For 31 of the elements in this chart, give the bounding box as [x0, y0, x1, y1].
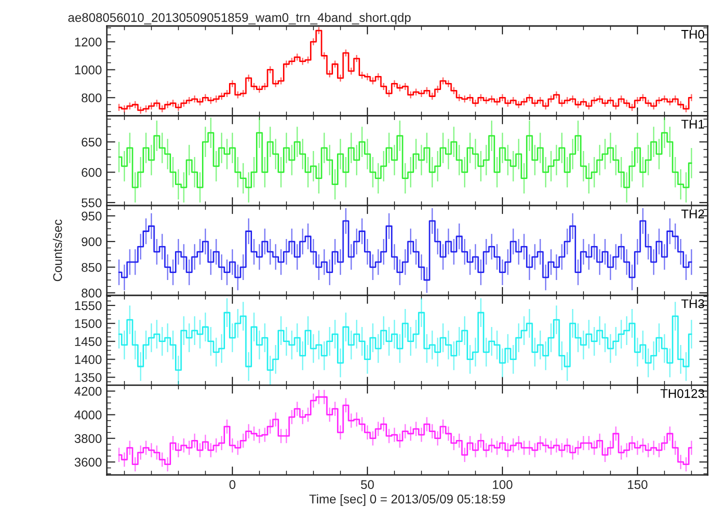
y-tick-label: 4200 [74, 386, 102, 396]
y-tick-label: 3800 [74, 434, 102, 444]
y-tick-label: 1450 [75, 337, 102, 346]
text: TH0 [681, 30, 704, 39]
y-tick-label: 1400 [75, 355, 102, 364]
chart-title: ae808056010_20130509051859_wam0_trn_4band_short.qdp [68, 12, 411, 24]
series-label: TH3 [681, 299, 704, 308]
series-label: TH2 [681, 210, 704, 218]
y-tick-label: 600 [82, 168, 102, 177]
y-tick-label: 3600 [74, 458, 102, 467]
y-tick-label: 1200 [75, 38, 102, 46]
y-tick-label: 650 [82, 138, 102, 147]
x-tick-label: 150 [628, 480, 648, 490]
x-tick-label: 100 [492, 480, 512, 490]
y-tick-label: 950 [82, 212, 102, 221]
x-axis-title: Time [sec] 0 = 2013/05/09 05:18:59 [309, 494, 505, 506]
x-tick-label: 50 [360, 480, 374, 490]
y-tick-label: 1350 [75, 373, 102, 382]
y-tick-label: 900 [82, 237, 102, 246]
y-tick-label: 1000 [75, 66, 102, 74]
y-tick-label: 800 [82, 93, 102, 102]
y-tick-label: 1550 [75, 301, 102, 310]
series-label: TH1 [681, 120, 704, 128]
y-tick-label: 550 [82, 198, 102, 208]
y-tick-label: 800 [82, 288, 102, 298]
x-tick-label: 0 [229, 480, 236, 490]
y-tick-label: 4000 [74, 410, 102, 420]
y-tick-label: 1500 [75, 319, 102, 328]
text: TH0123 [660, 389, 704, 398]
y-axis-title: Counts/sec [52, 220, 62, 282]
y-tick-label: 850 [82, 262, 102, 272]
